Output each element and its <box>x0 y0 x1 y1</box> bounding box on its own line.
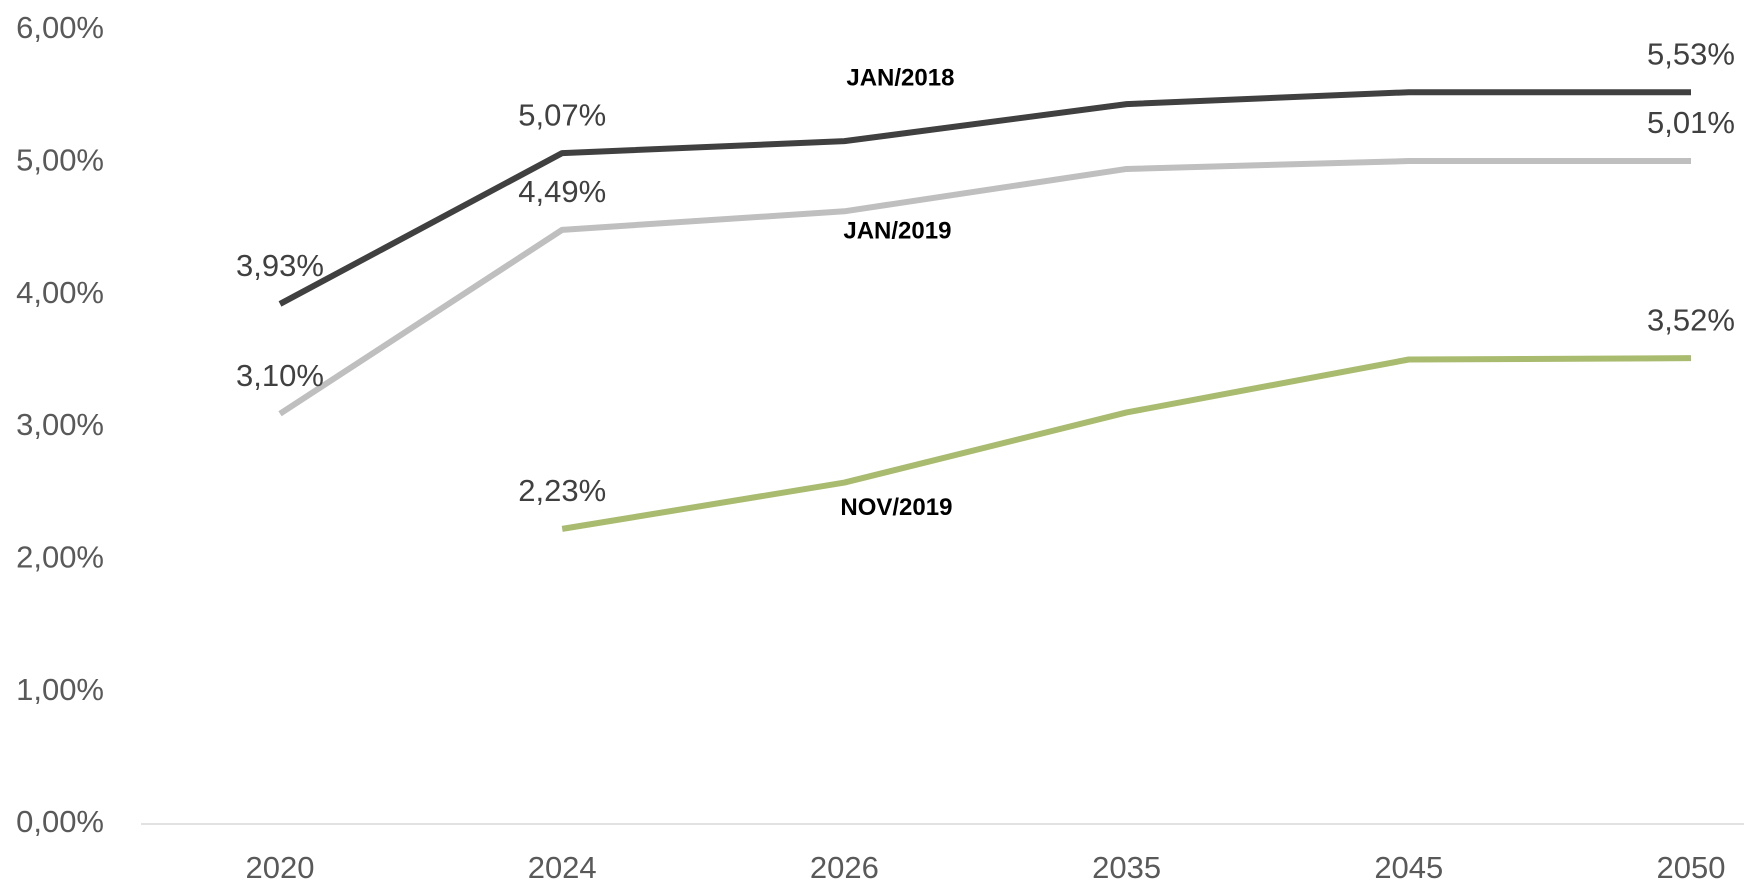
data-label: 3,10% <box>236 358 324 393</box>
y-tick-label: 0,00% <box>16 804 104 839</box>
data-label: 5,07% <box>518 97 606 132</box>
x-tick-label: 2024 <box>528 850 597 885</box>
data-label: 3,93% <box>236 248 324 283</box>
data-label: 5,53% <box>1647 36 1735 71</box>
series-name: NOV/2019 <box>840 494 952 521</box>
data-label: 5,01% <box>1647 105 1735 140</box>
y-tick-label: 5,00% <box>16 143 104 178</box>
x-tick-label: 2050 <box>1657 850 1726 885</box>
series-name: JAN/2018 <box>846 65 954 92</box>
x-tick-label: 2026 <box>810 850 879 885</box>
data-label: 4,49% <box>518 174 606 209</box>
y-tick-label: 4,00% <box>16 275 104 310</box>
y-tick-label: 2,00% <box>16 540 104 575</box>
data-label: 2,23% <box>518 473 606 508</box>
y-tick-label: 3,00% <box>16 407 104 442</box>
series-line <box>561 355 1692 532</box>
x-tick-label: 2020 <box>246 850 315 885</box>
data-label: 3,52% <box>1647 302 1735 337</box>
series-line <box>278 89 1691 307</box>
series-line <box>278 158 1691 417</box>
x-tick-label: 2035 <box>1092 850 1161 885</box>
x-tick-label: 2045 <box>1374 850 1443 885</box>
y-tick-label: 1,00% <box>16 672 104 707</box>
series-name: JAN/2019 <box>843 218 951 245</box>
y-tick-label: 6,00% <box>16 10 104 45</box>
